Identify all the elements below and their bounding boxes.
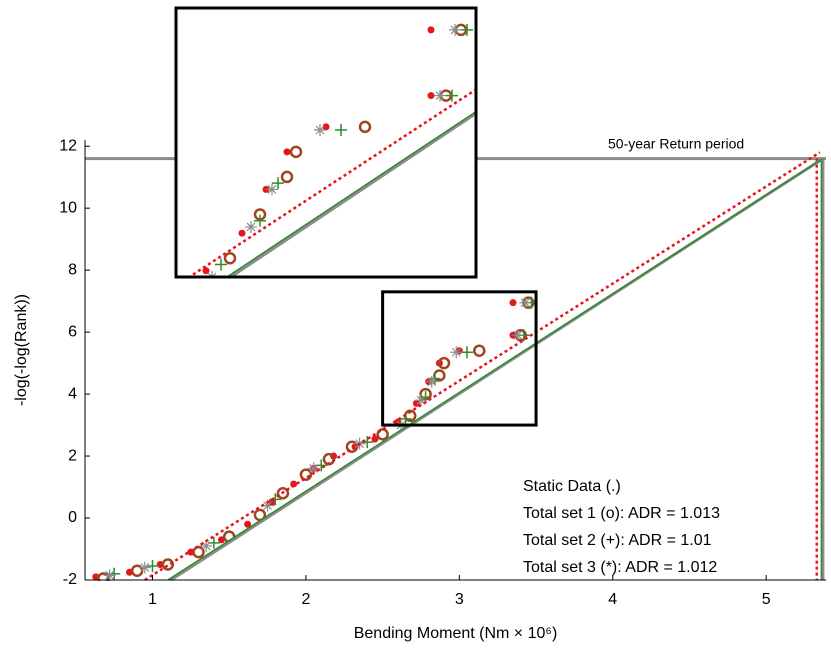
data-point (146, 560, 159, 573)
inset-frame (174, 6, 478, 279)
data-point (461, 346, 474, 359)
data-point (244, 520, 252, 528)
data-point (437, 356, 451, 370)
data-point (511, 329, 524, 342)
data-point (245, 220, 257, 233)
fit-line (186, 87, 476, 277)
data-point (283, 148, 291, 156)
data-point (202, 267, 210, 275)
data-point (171, 291, 181, 301)
data-point (322, 123, 330, 131)
inset-background (176, 8, 476, 277)
y-tick-label: 12 (59, 137, 77, 154)
data-point (269, 493, 282, 506)
data-point (119, 317, 126, 324)
fit-line (167, 157, 824, 581)
return-level-label: 50-year Return period (608, 135, 744, 151)
x-tick-label: 4 (608, 591, 617, 608)
labels: 50-year Return period Bending Moment (Nm … (13, 135, 744, 642)
data-point (276, 486, 290, 500)
data-point (335, 123, 347, 136)
data-point (272, 177, 284, 190)
y-tick-label: 0 (68, 509, 77, 526)
data-point (140, 305, 152, 317)
data-point (268, 499, 276, 507)
data-point (77, 336, 84, 343)
data-point (38, 361, 45, 368)
y-tick-label: -2 (63, 571, 77, 588)
data-point (425, 375, 438, 388)
data-point (427, 92, 435, 100)
data-point (108, 567, 121, 580)
data-point (35, 359, 47, 371)
data-point (200, 539, 213, 552)
data-point (427, 26, 435, 34)
data-point (0, 392, 5, 399)
legend-entry: Total set 2 (+): ADR = 1.01 (523, 532, 712, 549)
legend-entry: Total set 3 (*): ADR = 1.012 (523, 559, 717, 576)
data-point (158, 302, 165, 309)
data-point (261, 499, 274, 512)
data-point (307, 462, 320, 475)
data-point (358, 120, 372, 134)
data-point (314, 123, 326, 136)
data-point (461, 23, 473, 36)
data-point (509, 299, 517, 307)
data-point (473, 344, 486, 357)
data-point (138, 561, 151, 574)
fit-line (144, 151, 821, 581)
data-point (266, 183, 278, 196)
data-point (376, 428, 389, 441)
data-point (289, 145, 303, 159)
data-point (161, 558, 175, 571)
data-point (254, 214, 266, 227)
data-point (223, 251, 237, 265)
data-point (50, 352, 62, 364)
y-tick-label: 6 (68, 323, 77, 340)
data-point (450, 346, 463, 359)
plot-area (85, 151, 826, 581)
data-point (103, 569, 116, 581)
data-point (192, 545, 205, 559)
zoom-box (381, 290, 538, 427)
data-point (446, 89, 458, 102)
data-point (97, 572, 110, 581)
fit-line (228, 111, 476, 277)
data-point (434, 89, 446, 102)
fit-line (225, 110, 476, 277)
data-point (412, 399, 420, 407)
x-tick-label: 1 (148, 591, 157, 608)
y-tick-label: 2 (68, 447, 77, 464)
x-axis-label: Bending Moment (Nm × 10⁶) (354, 625, 558, 642)
data-point (238, 229, 246, 237)
y-axis-label: -log(-log(Rank)) (13, 294, 30, 406)
data-point (449, 23, 461, 36)
data-point (519, 296, 532, 309)
data-point (125, 309, 137, 321)
inset-plot (0, 23, 476, 399)
x-tick-label: 3 (455, 591, 464, 608)
data-point (215, 258, 227, 271)
y-tick-label: 10 (59, 199, 77, 216)
legend-entry: Static Data (.) (523, 478, 621, 495)
data-point (299, 468, 313, 481)
legend-entry: Total set 1 (o): ADR = 1.013 (523, 505, 720, 522)
y-tick-label: 8 (68, 261, 77, 278)
x-tick-label: 5 (762, 591, 771, 608)
data-point (66, 341, 76, 351)
x-tick-label: 2 (301, 591, 310, 608)
data-point (371, 435, 379, 443)
data-point (414, 394, 427, 407)
data-point (280, 170, 294, 184)
data-point (111, 316, 121, 326)
y-tick-label: 4 (68, 385, 77, 402)
